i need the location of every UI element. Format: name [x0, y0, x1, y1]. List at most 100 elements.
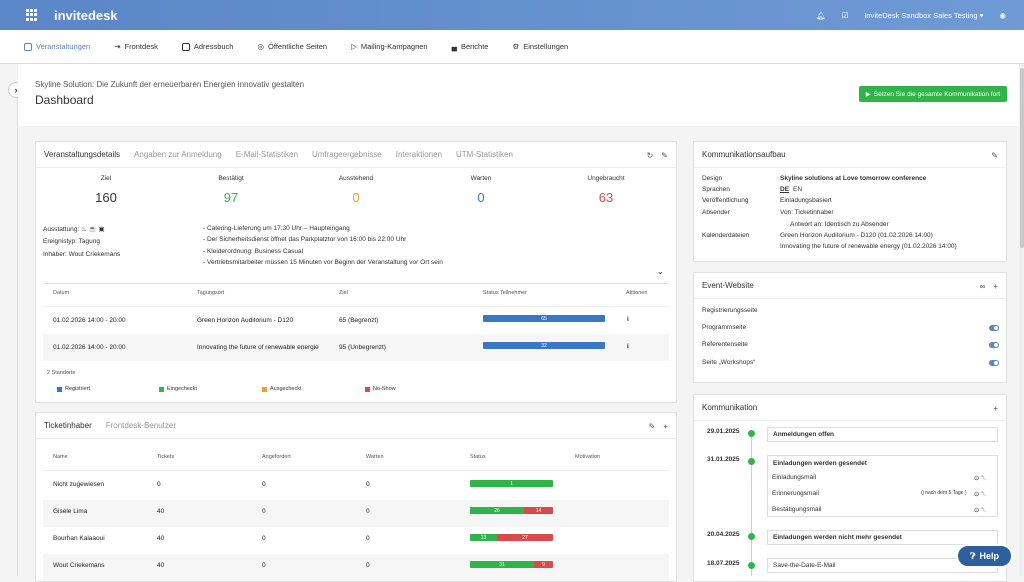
edit-icon[interactable]: ✎ — [648, 421, 656, 431]
toggle[interactable] — [989, 342, 999, 348]
mail-item[interactable]: Bestätigungsmail — [772, 506, 822, 513]
plus-icon[interactable]: + — [993, 403, 998, 413]
top-bar: invitedesk 🔔︎ ☑ InviteDesk Sandbox Sales… — [0, 0, 1024, 30]
col-tagungsort[interactable]: Tagungsort — [197, 290, 225, 296]
ticket-status-bar: 31 9 — [470, 561, 553, 568]
toggle-eye-icons[interactable]: ⊙ ␡ — [974, 491, 987, 498]
tab-interaktionen[interactable]: Interaktionen — [395, 150, 443, 159]
mail-item[interactable]: Erinnerungsmail — [772, 490, 819, 497]
website-page[interactable]: Programmseite — [702, 324, 747, 331]
ticket-status-bar: 26 14 — [470, 507, 553, 514]
lang-de[interactable]: DE — [780, 186, 790, 193]
edit-icon[interactable]: ✎ — [661, 150, 668, 160]
panel-title: Kommunikation — [702, 403, 758, 412]
expand-chevron-icon[interactable]: ⌄ — [657, 267, 664, 276]
toggle-eye-icons[interactable]: ⊙ ␡ — [974, 507, 987, 514]
table-cell: 40 — [157, 562, 165, 569]
lang-en[interactable]: EN — [793, 186, 803, 193]
timeline-entry[interactable]: Einladungen werden nicht mehr gesendet — [767, 530, 998, 545]
book-icon — [181, 42, 190, 51]
table-cell: 0 — [157, 481, 161, 488]
tab-anmeldung[interactable]: Angaben zur Anmeldung — [134, 150, 222, 159]
tab-umfrageergebnisse[interactable]: Umfrageergebnisse — [311, 150, 382, 159]
timeline-entry[interactable]: Anmeldungen offen — [767, 427, 998, 442]
tab-utm-statistiken[interactable]: UTM-Statistiken — [456, 150, 513, 159]
plus-icon[interactable]: + — [993, 281, 998, 291]
note: - Catering-Lieferung um 17:30 Uhr – Haup… — [203, 225, 350, 232]
table-cell: 40 — [157, 535, 165, 542]
bell-icon[interactable]: 🔔︎ — [816, 10, 826, 20]
tab-ticketinhaber[interactable]: Ticketinhaber — [44, 421, 92, 430]
website-page[interactable]: Seite „Workshops“ — [702, 359, 756, 366]
table-cell: 0 — [262, 535, 266, 542]
nav-veranstaltungen[interactable]: Veranstaltungen — [24, 42, 90, 51]
tab-frontdesk-benutzer[interactable]: Frontdesk-Benutzer — [105, 421, 176, 430]
tab-veranstaltungsdetails[interactable]: Veranstaltungsdetails — [44, 150, 121, 159]
app-grid-icon[interactable] — [26, 9, 38, 21]
login-icon: ⇥ — [114, 42, 121, 51]
stat-3: Warten 0 — [436, 175, 526, 205]
legend-item: Eingecheckt — [159, 386, 197, 392]
edit-icon[interactable]: ✎ — [991, 150, 998, 160]
continue-communication-button[interactable]: ▶ Setzen Sie die gesamte Kommunikation fo… — [859, 86, 1007, 102]
table-cell: 95 (Unbegrenzt) — [339, 344, 386, 351]
account-switcher[interactable]: InviteDesk Sandbox Sales Testing ▾ — [864, 10, 984, 20]
col-header[interactable]: Tickets — [157, 454, 175, 460]
help-button[interactable]: ❓︎ Help — [956, 544, 1013, 568]
website-page[interactable]: Registrierungsseite — [702, 307, 758, 314]
col-status-teilnehmer[interactable]: Status Teilnehmer — [483, 290, 527, 296]
tab-email-statistiken[interactable]: E-Mail-Statistiken — [235, 150, 298, 159]
globe-icon: ◎ — [257, 42, 265, 51]
stat-2: Ausstehend 0 — [311, 175, 401, 205]
nav-adressbuch[interactable]: Adressbuch — [181, 42, 233, 51]
toggle-eye-icons[interactable]: ⊙ ␡ — [974, 475, 987, 482]
plus-icon[interactable]: + — [663, 421, 668, 431]
toggle[interactable] — [989, 360, 999, 366]
value: Antwort an: Identisch zu Absender — [790, 221, 889, 228]
stat-value: 0 — [352, 190, 360, 205]
table-cell: 01.02.2026 14:00 - 20:00 — [53, 317, 126, 324]
col-header[interactable]: Motivation — [575, 454, 601, 460]
nav-mailing-kampagnen[interactable]: ▷ Mailing-Kampagnen — [351, 42, 428, 51]
info-icon[interactable]: i — [627, 343, 629, 350]
toggle[interactable] — [989, 325, 999, 331]
stat-value: 0 — [477, 190, 485, 205]
timeline-date: 31.01.2025 — [707, 456, 740, 463]
col-ziel[interactable]: Ziel — [339, 290, 348, 296]
value: Green Horizon Auditorium - D120 (01.02.2… — [780, 232, 933, 239]
nav-oeffentliche-seiten[interactable]: ◎ Öffentliche Seiten — [257, 42, 328, 51]
stat-label: Ungebraucht — [587, 175, 625, 182]
link-icon[interactable]: ∞ — [979, 281, 986, 291]
col-datum[interactable]: Datum — [53, 290, 70, 296]
nav-berichte[interactable]: ▄ Berichte — [451, 42, 489, 51]
timeline-entry[interactable]: Einladungen werden gesendet — [767, 455, 998, 517]
main-nav: Veranstaltungen ⇥ Frontdesk Adressbuch ◎ Ö… — [0, 30, 1024, 64]
table-cell: Green Horizon Auditorium - D120 — [197, 317, 294, 324]
col-header[interactable]: Warten — [366, 454, 384, 460]
nav-einstellungen[interactable]: ⚙ Einstellungen — [512, 42, 569, 51]
col-header[interactable]: Status — [470, 454, 486, 460]
label: Design — [702, 175, 723, 182]
catering-icon: ♨ — [80, 226, 87, 233]
stat-label: Warten — [470, 175, 492, 182]
user-avatar-icon[interactable]: ◉ — [999, 10, 1006, 20]
table-cell: 0 — [262, 508, 266, 515]
stat-4: Ungebraucht 63 — [561, 175, 651, 205]
table-cell: 0 — [262, 562, 266, 569]
panel-title: Event-Website — [702, 281, 754, 290]
table-cell: 01.02.2026 14:00 - 20:00 — [53, 344, 126, 351]
col-header[interactable]: Name — [53, 454, 68, 460]
refresh-icon[interactable]: ↻ — [646, 150, 654, 160]
event-website-panel: Event-Website ∞ + — [693, 272, 1007, 383]
checklist-icon[interactable]: ☑ — [841, 10, 849, 20]
standorte-count: 2 Standorte — [47, 370, 76, 376]
page-scrollbar[interactable] — [1019, 64, 1024, 576]
mail-item[interactable]: Einladungsmail — [772, 474, 817, 481]
col-header[interactable]: Angefordert — [262, 454, 291, 460]
nav-frontdesk[interactable]: ⇥ Frontdesk — [114, 42, 158, 51]
ereignistyp: Ereignistyp: Tagung — [43, 238, 100, 245]
value: Skyline solutions at Love tomorrow confe… — [780, 175, 927, 182]
website-page[interactable]: Referentenseite — [702, 341, 748, 348]
logo[interactable]: invitedesk — [54, 7, 118, 23]
info-icon[interactable]: i — [627, 316, 629, 323]
